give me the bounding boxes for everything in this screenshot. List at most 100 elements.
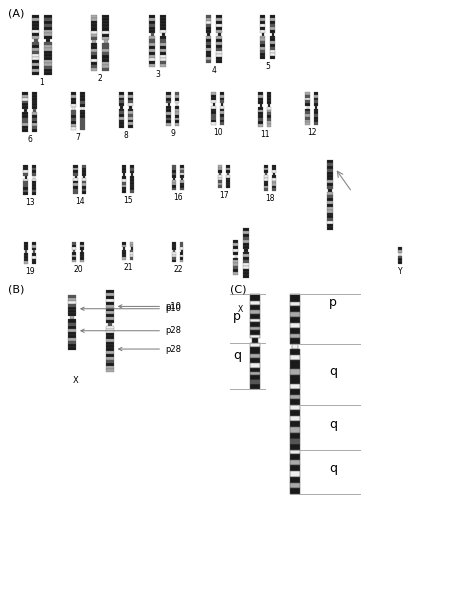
Bar [220, 95, 225, 97]
Bar [102, 68, 109, 71]
Bar [45, 45, 52, 48]
Bar [80, 116, 85, 119]
Bar [80, 92, 85, 95]
Bar [71, 110, 76, 113]
Bar [122, 165, 126, 168]
Bar [119, 103, 124, 106]
Bar [32, 24, 39, 27]
Bar [327, 224, 333, 227]
Bar [271, 21, 275, 24]
Bar [261, 30, 265, 32]
Bar [258, 92, 263, 95]
Bar [180, 185, 184, 188]
Bar [217, 24, 222, 27]
Bar [217, 30, 222, 33]
Bar [226, 168, 230, 170]
Bar [102, 49, 109, 53]
Bar [82, 181, 86, 183]
Bar [106, 360, 114, 363]
Bar [175, 109, 180, 112]
Bar [235, 254, 237, 257]
Bar [234, 252, 238, 254]
Bar [22, 120, 28, 123]
Bar [102, 31, 109, 34]
Bar [264, 188, 268, 191]
Bar [262, 32, 264, 35]
Bar [290, 312, 300, 317]
Bar [250, 310, 260, 314]
Bar [272, 178, 276, 181]
Bar [45, 15, 52, 18]
Text: 6: 6 [27, 135, 32, 144]
Bar [290, 439, 300, 444]
Bar [250, 380, 260, 385]
Bar [243, 237, 249, 240]
Bar [45, 33, 52, 36]
Bar [217, 45, 222, 48]
Bar [211, 109, 216, 112]
Bar [71, 116, 76, 119]
Bar [161, 27, 166, 30]
Bar [32, 69, 39, 72]
Bar [22, 95, 28, 98]
Bar [131, 173, 133, 176]
Bar [32, 42, 39, 45]
Bar [181, 178, 183, 180]
Bar [151, 34, 154, 37]
Bar [119, 114, 124, 117]
Bar [250, 385, 260, 389]
Bar [68, 298, 76, 301]
Bar [32, 112, 37, 115]
Bar [267, 98, 272, 101]
Bar [68, 326, 76, 329]
Bar [91, 58, 98, 62]
Bar [264, 168, 268, 170]
Bar [180, 182, 184, 185]
Bar [149, 48, 155, 52]
Bar [22, 115, 28, 118]
Bar [220, 122, 225, 125]
Bar [220, 100, 225, 103]
Bar [91, 53, 98, 55]
Bar [226, 175, 230, 178]
Bar [306, 122, 310, 125]
Bar [290, 338, 300, 345]
Bar [250, 343, 260, 347]
Bar [128, 125, 133, 128]
Bar [73, 173, 78, 176]
Bar [226, 178, 230, 181]
Bar [68, 335, 76, 338]
Bar [243, 231, 249, 234]
Bar [45, 57, 52, 60]
Bar [32, 30, 39, 33]
Bar [166, 92, 171, 95]
Bar [206, 36, 211, 39]
Bar [261, 35, 265, 38]
Bar [173, 247, 176, 250]
Bar [398, 255, 402, 258]
Bar [206, 54, 211, 57]
Bar [173, 178, 175, 180]
Bar [83, 176, 85, 178]
Text: p: p [329, 296, 337, 309]
Bar [91, 37, 98, 40]
Bar [80, 119, 85, 121]
Bar [243, 245, 249, 248]
Bar [128, 95, 133, 97]
Bar [243, 269, 249, 272]
Bar [128, 120, 133, 123]
Bar [128, 114, 133, 117]
Bar [122, 168, 126, 171]
Bar [70, 316, 74, 319]
Bar [243, 275, 249, 278]
Bar [22, 106, 28, 109]
Bar [176, 103, 179, 106]
Bar [32, 60, 39, 63]
Bar [32, 27, 39, 30]
Bar [102, 24, 109, 28]
Bar [72, 247, 76, 250]
Bar [211, 100, 216, 103]
Bar [306, 120, 310, 122]
Bar [290, 334, 300, 338]
Bar [217, 60, 222, 63]
